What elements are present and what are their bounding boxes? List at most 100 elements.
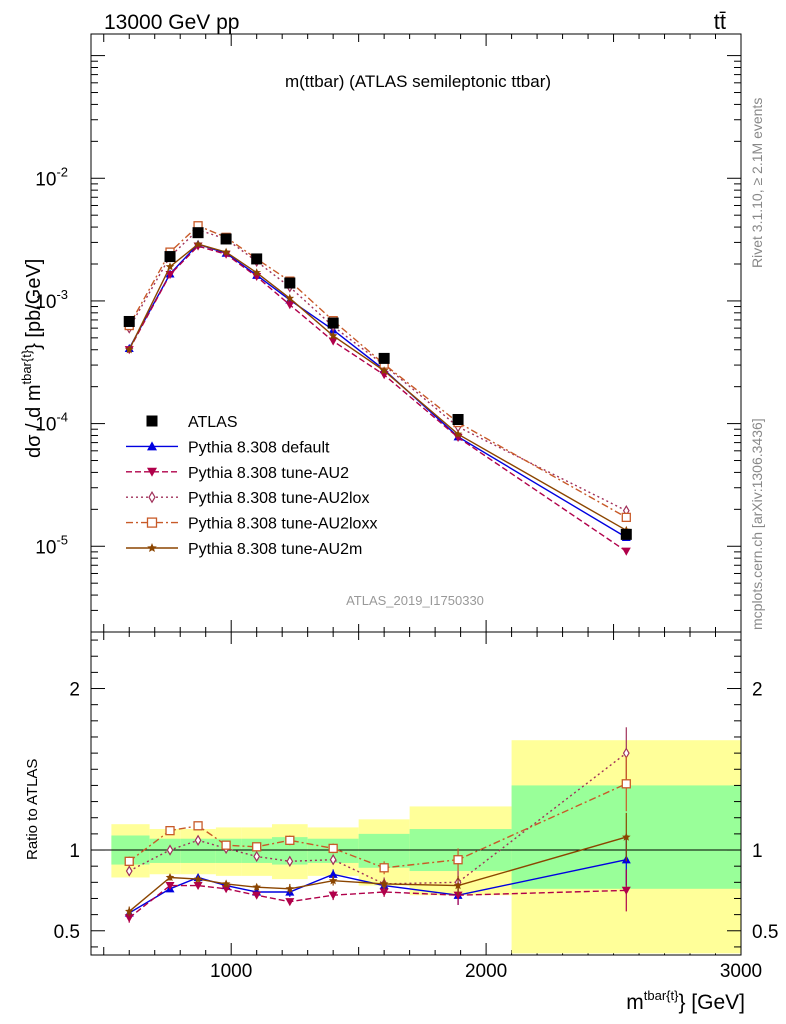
ratio-point xyxy=(253,850,261,863)
legend-marker xyxy=(146,517,158,528)
ratio-panel: 1000 2000 3000 0.5 0.5 1 1 2 2 xyxy=(54,631,778,982)
main-point xyxy=(285,293,295,302)
atlas-data-point xyxy=(220,233,232,245)
ratio-point xyxy=(328,869,338,878)
ratio-point xyxy=(166,844,174,856)
legend-label: Pythia 8.308 tune-AU2m xyxy=(188,541,362,558)
main-point xyxy=(193,239,203,248)
legend-marker xyxy=(147,441,157,451)
ratio-y-tick-label: 2 xyxy=(69,680,80,701)
atlas-data-point xyxy=(284,277,296,289)
ratio-point xyxy=(252,882,261,891)
rivet-version-text: Rivet 3.1.10, ≥ 2.1M events xyxy=(749,98,765,268)
ratio-y-tick-label: 1 xyxy=(69,841,80,862)
main-point xyxy=(252,268,261,277)
main-point xyxy=(165,262,175,271)
atlas-data-point xyxy=(327,317,339,329)
ratio-point xyxy=(193,821,203,831)
main-point xyxy=(125,345,134,354)
main-point xyxy=(453,429,463,438)
ratio-point xyxy=(285,835,295,845)
main-point xyxy=(221,247,231,256)
main-point xyxy=(165,270,175,280)
main-series-line xyxy=(128,229,627,512)
ratio-point xyxy=(165,825,175,836)
ratio-y-tick-label: 0.5 xyxy=(54,922,80,943)
x-label-base: m xyxy=(626,991,644,1014)
atlas-data-point xyxy=(123,315,135,327)
ratio-point xyxy=(165,873,175,882)
ratio-point xyxy=(252,891,262,900)
main-y-label-tail: } [pb/GeV] xyxy=(23,259,45,350)
ratio-series-line xyxy=(128,884,627,919)
ratio-point xyxy=(379,888,389,897)
atlas-data-point xyxy=(620,528,632,540)
main-y-axis-label: dσ / d mtbar{t}} [pb/GeV] xyxy=(19,259,45,458)
ratio-point xyxy=(328,876,338,885)
x-tick-label: 1000 xyxy=(210,961,252,982)
x-tick-label: 3000 xyxy=(720,961,762,982)
x-axis-label: mtbar{t}} [GeV] xyxy=(626,988,745,1014)
ratio-point xyxy=(328,891,338,900)
ratio-y-tick-label-right: 2 xyxy=(752,680,763,701)
ratio-point xyxy=(453,881,463,890)
ratio-series-line xyxy=(128,783,627,869)
legend-marker xyxy=(147,543,157,552)
legend-label: Pythia 8.308 tune-AU2loxx xyxy=(188,516,377,533)
legend-marker xyxy=(147,467,157,477)
ratio-point xyxy=(125,906,134,915)
legend-marker xyxy=(148,491,156,504)
ratio-frame xyxy=(90,631,742,956)
main-y-label-sup: tbar{t} xyxy=(19,349,34,384)
x-label-tail: } [GeV] xyxy=(678,991,745,1014)
energy-label: 13000 GeV pp xyxy=(104,11,239,34)
ratio-point xyxy=(453,855,463,865)
svg-text:dσ / d mtbar{t}} [pb/GeV]: dσ / d mtbar{t}} [pb/GeV] xyxy=(19,259,45,458)
ratio-series-line xyxy=(128,752,627,885)
ratio-point xyxy=(194,834,202,847)
ratio-y-axis-label: Ratio to ATLAS xyxy=(24,759,41,860)
main-y-tick-label: 10-3 xyxy=(35,287,68,313)
process-label: tt̄ xyxy=(714,9,726,34)
main-panel: 10-2 10-3 10-4 10-5 xyxy=(35,33,742,955)
main-point xyxy=(621,547,631,556)
ratio-point xyxy=(252,842,262,852)
mcplots-credit-text: mcplots.cern.ch [arXiv:1306.3436] xyxy=(749,418,765,630)
atlas-data-point xyxy=(452,413,464,425)
atlas-data-point xyxy=(378,352,390,364)
ratio-point xyxy=(453,891,463,900)
legend-label: Pythia 8.308 tune-AU2 xyxy=(188,465,349,482)
ratio-point xyxy=(622,832,631,841)
ratio-y-tick-label-right: 0.5 xyxy=(752,922,778,943)
ratio-point xyxy=(286,855,294,867)
x-tick-label: 2000 xyxy=(465,961,507,982)
atlas-data-point xyxy=(251,253,263,265)
main-point xyxy=(221,250,231,259)
analysis-id: ATLAS_2019_I1750330 xyxy=(346,593,484,608)
main-point xyxy=(379,366,389,375)
ratio-point xyxy=(124,914,134,923)
legend-label: Pythia 8.308 default xyxy=(188,439,330,456)
legend-label: Pythia 8.308 tune-AU2lox xyxy=(188,490,369,507)
ratio-point xyxy=(221,879,231,888)
main-series-line xyxy=(128,243,627,531)
main-point xyxy=(328,337,338,346)
legend-marker xyxy=(146,415,158,427)
ratio-point xyxy=(621,886,631,895)
ratio-point xyxy=(285,898,295,907)
ratio-point xyxy=(379,863,389,873)
ratio-point xyxy=(193,881,203,891)
atlas-data-point xyxy=(164,251,176,263)
ratio-point xyxy=(328,843,338,854)
ratio-series-line xyxy=(128,836,627,912)
legend-label: ATLAS xyxy=(188,414,238,431)
ratio-point xyxy=(379,879,389,888)
ratio-point xyxy=(621,779,631,789)
main-y-tick-label: 10-2 xyxy=(35,164,68,190)
main-y-tick-label: 10-4 xyxy=(35,410,68,436)
ratio-point xyxy=(285,884,295,893)
ratio-point xyxy=(125,865,133,877)
ratio-point xyxy=(221,840,231,850)
ratio-point xyxy=(124,856,134,866)
